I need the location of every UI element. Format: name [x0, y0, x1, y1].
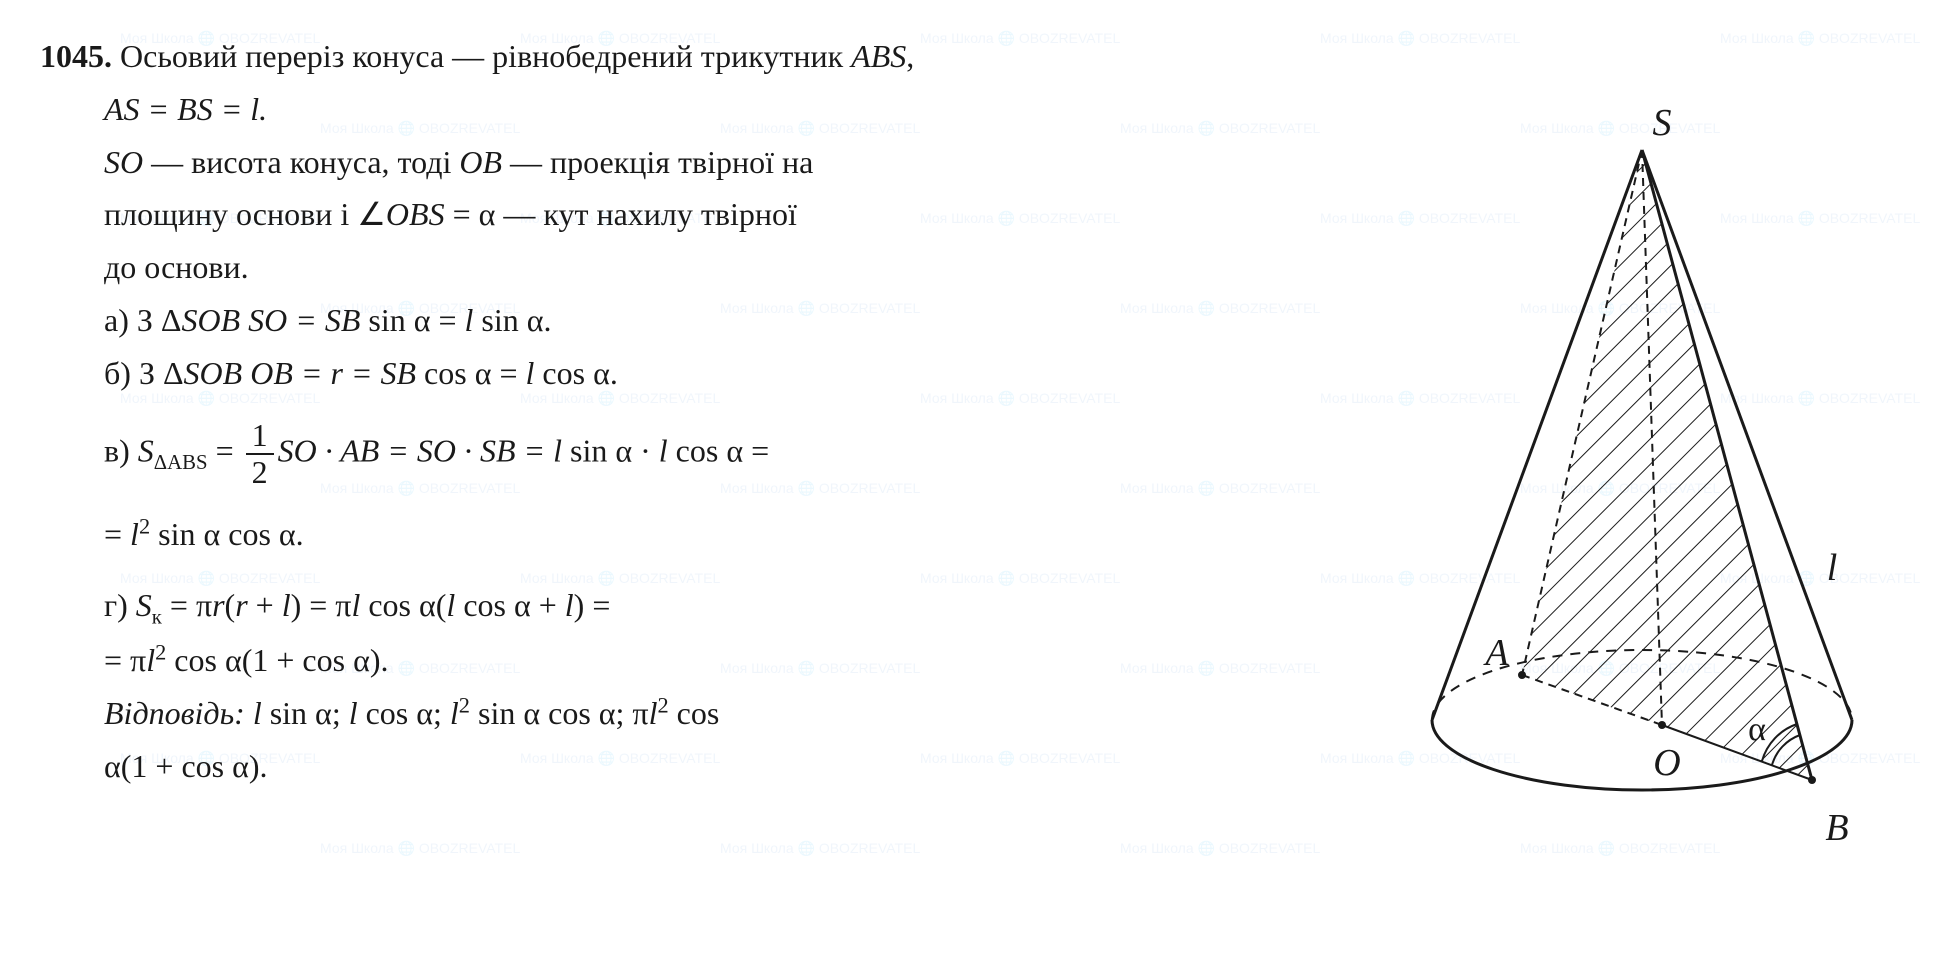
text: = π	[104, 642, 146, 678]
math: OB	[459, 144, 502, 180]
text: cos α =	[668, 432, 769, 468]
text: (	[225, 587, 236, 623]
math: l	[351, 587, 360, 623]
line-11: = πl2 cos α(1 + cos α).	[40, 634, 1342, 687]
fraction: 12	[246, 418, 274, 490]
label-alpha: α	[1748, 711, 1766, 748]
denominator: 2	[246, 455, 274, 490]
point-B	[1808, 776, 1816, 784]
line-4: площину основи і ∠OBS = α — кут нахилу т…	[40, 188, 1342, 241]
line-6: а) З ΔSOB SO = SB sin α = l sin α.	[40, 294, 1342, 347]
text: — висота конуса, тоді	[143, 144, 459, 180]
problem-number: 1045.	[40, 38, 112, 74]
math: S	[138, 432, 154, 468]
text: Осьовий переріз конуса — рівнобедрений т…	[120, 38, 851, 74]
answer-label: Відповідь:	[104, 695, 245, 731]
text: cos	[669, 695, 720, 731]
text: =	[104, 516, 130, 552]
text: +	[248, 587, 282, 623]
text-column: 1045. Осьовий переріз конуса — рівнобедр…	[40, 30, 1342, 880]
text: =	[208, 432, 242, 468]
text: г)	[104, 587, 136, 623]
text: — проекція твірної на	[502, 144, 813, 180]
superscript: 2	[657, 693, 668, 718]
math: l	[130, 516, 139, 552]
text: cos α(	[360, 587, 446, 623]
line-5: до основи.	[40, 241, 1342, 294]
point-O	[1658, 721, 1666, 729]
text: ) = π	[291, 587, 352, 623]
math: l	[245, 695, 262, 731]
text: площину основи і ∠	[104, 196, 386, 232]
text: sin α cos α.	[150, 516, 304, 552]
math: SOB OB = r = SB	[184, 355, 417, 391]
text: cos α =	[416, 355, 525, 391]
math: SO	[104, 144, 143, 180]
label-B: B	[1825, 807, 1848, 849]
superscript: 2	[459, 693, 470, 718]
line-13: α(1 + cos α).	[40, 740, 1342, 793]
diagram-column: S A B O l α	[1372, 30, 1912, 880]
line-1: 1045. Осьовий переріз конуса — рівнобедр…	[40, 30, 1342, 83]
math: l	[282, 587, 291, 623]
math: SO · AB = SO · SB = l	[278, 432, 562, 468]
math: l	[450, 695, 459, 731]
text: cos α +	[455, 587, 564, 623]
label-O: O	[1653, 742, 1680, 784]
text: до основи.	[104, 249, 249, 285]
text: α(1 + cos α).	[104, 748, 268, 784]
math: l	[565, 587, 574, 623]
subscript: ΔABS	[154, 451, 208, 474]
line-9: = l2 sin α cos α.	[40, 508, 1342, 561]
math: l	[446, 587, 455, 623]
math: r	[235, 587, 247, 623]
math: l	[349, 695, 358, 731]
content: 1045. Осьовий переріз конуса — рівнобедр…	[40, 30, 1912, 880]
line-7: б) З ΔSOB OB = r = SB cos α = l cos α.	[40, 347, 1342, 400]
math: AS = BS = l.	[104, 91, 267, 127]
text: cos α(1 + cos α).	[166, 642, 388, 678]
text: б) З Δ	[104, 355, 184, 391]
superscript: 2	[155, 640, 166, 665]
math: SOB SO = SB	[181, 302, 360, 338]
text: cos α.	[534, 355, 617, 391]
text: = π	[162, 587, 212, 623]
text: sin α ·	[562, 432, 659, 468]
math: l	[659, 432, 668, 468]
text: в)	[104, 432, 138, 468]
line-2: AS = BS = l.	[40, 83, 1342, 136]
text: cos α;	[358, 695, 450, 731]
text: а) З Δ	[104, 302, 181, 338]
label-A: A	[1482, 632, 1509, 674]
math: r	[212, 587, 224, 623]
text: ) =	[574, 587, 611, 623]
text: sin α;	[262, 695, 349, 731]
math: l	[146, 642, 155, 678]
text: = α — кут нахилу твірної	[445, 196, 797, 232]
label-l: l	[1827, 547, 1838, 589]
line-12: Відповідь: l sin α; l cos α; l2 sin α co…	[40, 687, 1342, 740]
label-S: S	[1653, 102, 1672, 144]
text: ,	[906, 38, 914, 74]
text: sin α.	[473, 302, 551, 338]
cone-diagram: S A B O l α	[1372, 80, 1912, 880]
text: sin α =	[360, 302, 464, 338]
text: sin α cos α; π	[470, 695, 649, 731]
math: ABS	[851, 38, 906, 74]
superscript: 2	[139, 513, 150, 538]
line-3: SO — висота конуса, тоді OB — проекція т…	[40, 136, 1342, 189]
line-8: в) SΔABS = 12SO · AB = SO · SB = l sin α…	[40, 418, 1342, 490]
numerator: 1	[246, 418, 274, 455]
subscript: к	[152, 605, 162, 628]
point-A	[1518, 671, 1526, 679]
line-10: г) Sк = πr(r + l) = πl cos α(l cos α + l…	[40, 579, 1342, 635]
math: S	[136, 587, 152, 623]
math: OBS	[386, 196, 445, 232]
